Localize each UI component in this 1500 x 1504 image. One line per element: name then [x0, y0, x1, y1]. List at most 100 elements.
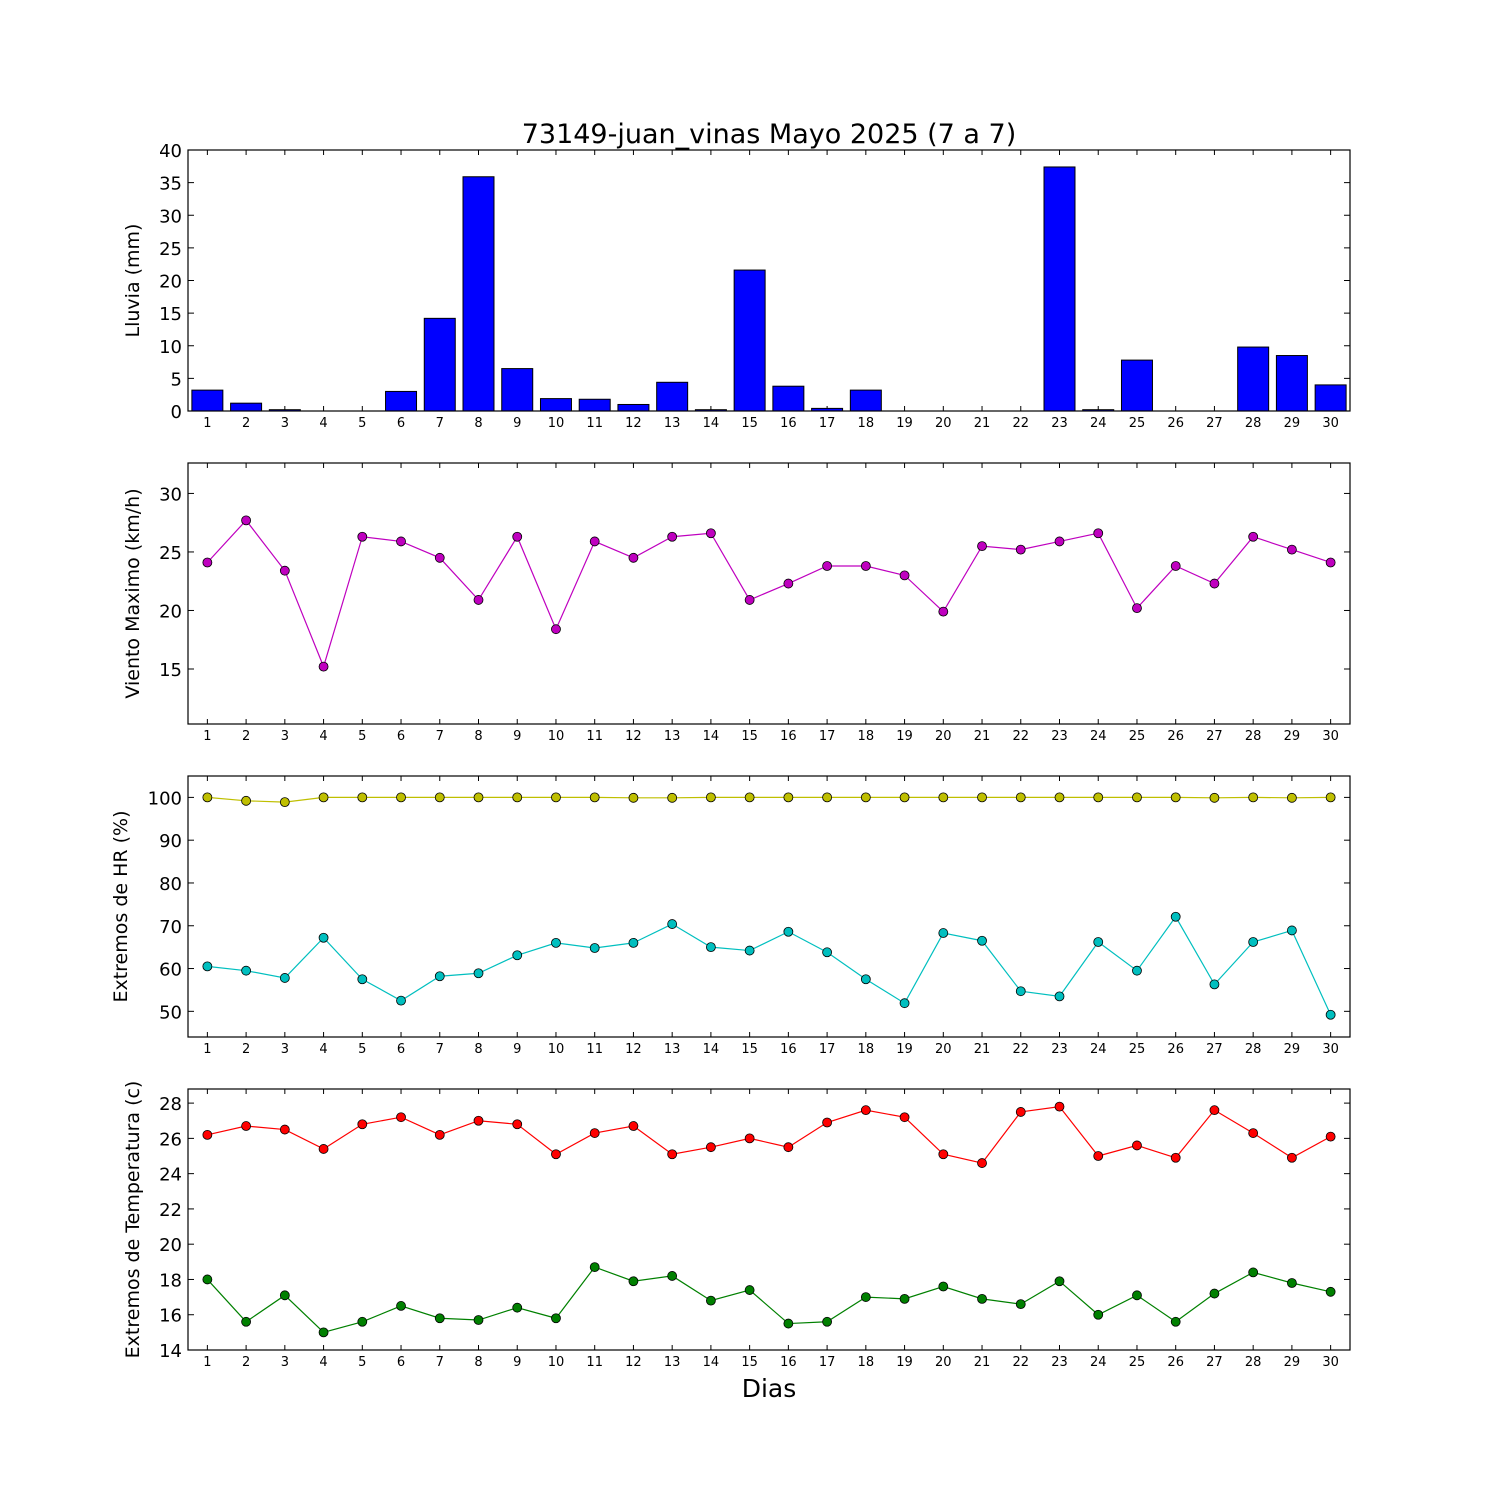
- point-series2-day-25: [1132, 1290, 1142, 1301]
- bar-day-1: [191, 389, 224, 412]
- point-series1-day-14: [706, 792, 716, 803]
- x-tick-label: 28: [1245, 1355, 1262, 1370]
- x-tick-label: 11: [586, 1355, 603, 1370]
- point-series2-day-7: [434, 971, 445, 982]
- y-tick-label: 20: [159, 272, 182, 293]
- point-series1-day-30: [1325, 1131, 1336, 1142]
- point-series2-day-2: [241, 1316, 252, 1327]
- point-series1-day-26: [1170, 792, 1181, 803]
- point-series2-day-22: [1015, 1299, 1026, 1310]
- point-series1-day-11: [589, 536, 600, 547]
- x-tick-label: 13: [664, 1042, 681, 1057]
- plot-frame: [187, 1088, 1351, 1351]
- point-series1-day-4: [318, 661, 329, 672]
- x-tick-label: 10: [548, 416, 565, 431]
- point-series1-day-28: [1248, 792, 1259, 803]
- point-series2-day-16: [783, 1318, 794, 1329]
- point-series1-day-22: [1015, 1107, 1026, 1117]
- point-series2-day-8: [473, 968, 484, 979]
- point-series2-day-3: [279, 1290, 290, 1301]
- x-tick-label: 20: [935, 729, 952, 744]
- point-series1-day-18: [860, 1105, 871, 1116]
- point-series2-day-17: [822, 947, 832, 958]
- point-series1-day-15: [744, 595, 755, 605]
- x-tick-label: 15: [741, 416, 758, 431]
- x-tick-label: 22: [1012, 1355, 1029, 1370]
- bar-day-7: [423, 317, 456, 412]
- x-tick-label: 4: [319, 729, 327, 744]
- point-series2-day-22: [1015, 986, 1026, 997]
- point-series1-day-16: [783, 578, 794, 589]
- x-tick-label: 1: [203, 1355, 211, 1370]
- x-tick-label: 10: [548, 1042, 565, 1057]
- x-tick-label: 24: [1090, 1042, 1107, 1057]
- y-axis-label: Viento Maximo (km/h): [122, 488, 144, 698]
- x-tick-label: 6: [397, 1042, 405, 1057]
- bar-day-9: [501, 368, 534, 412]
- bar-day-23: [1043, 166, 1076, 412]
- x-tick-label: 17: [819, 1355, 836, 1370]
- y-tick-label: 30: [159, 484, 182, 505]
- point-series1-day-27: [1209, 792, 1220, 803]
- point-series2-day-10: [551, 1313, 561, 1324]
- point-series2-day-25: [1132, 965, 1142, 976]
- point-series1-day-26: [1170, 561, 1181, 571]
- x-tick-label: 30: [1322, 1355, 1339, 1370]
- point-series1-day-22: [1015, 792, 1026, 803]
- point-series2-day-13: [667, 1271, 678, 1281]
- x-tick-label: 23: [1051, 1355, 1068, 1370]
- point-series1-day-6: [396, 1112, 406, 1123]
- point-series2-day-12: [628, 937, 639, 948]
- point-series2-day-26: [1170, 911, 1181, 922]
- x-tick-label: 8: [474, 416, 482, 431]
- point-series1-day-4: [318, 1144, 329, 1154]
- point-series1-day-20: [938, 1149, 949, 1160]
- x-tick-label: 25: [1129, 729, 1146, 744]
- point-series1-day-1: [202, 1129, 213, 1140]
- x-tick-label: 29: [1284, 416, 1301, 431]
- point-series2-day-30: [1325, 1286, 1336, 1297]
- point-series1-day-1: [202, 792, 213, 803]
- x-tick-label: 14: [703, 416, 720, 431]
- point-series2-day-24: [1093, 1309, 1104, 1320]
- bar-day-8: [462, 176, 495, 412]
- y-tick-label: 35: [159, 174, 182, 195]
- plot-frame: [187, 462, 1351, 725]
- y-tick-label: 25: [159, 543, 182, 564]
- x-tick-label: 16: [780, 1042, 797, 1057]
- x-tick-label: 11: [586, 416, 603, 431]
- x-tick-label: 19: [896, 1042, 913, 1057]
- x-tick-label: 14: [703, 1042, 720, 1057]
- x-tick-label: 6: [397, 416, 405, 431]
- y-tick-label: 90: [159, 831, 182, 852]
- x-tick-label: 2: [242, 1355, 250, 1370]
- point-series1-day-30: [1325, 557, 1336, 568]
- x-tick-label: 18: [858, 416, 875, 431]
- point-series2-day-9: [512, 1302, 523, 1313]
- x-tick-label: 4: [319, 1355, 327, 1370]
- x-tick-label: 15: [741, 1355, 758, 1370]
- point-series2-day-1: [202, 1274, 213, 1285]
- point-series1-day-29: [1287, 792, 1297, 803]
- x-tick-label: 14: [703, 729, 720, 744]
- y-tick-label: 80: [159, 874, 182, 895]
- x-tick-label: 13: [664, 729, 681, 744]
- series-line-1: [206, 519, 1331, 669]
- x-tick-label: 28: [1245, 1042, 1262, 1057]
- point-series1-day-28: [1248, 1128, 1259, 1138]
- point-series2-day-28: [1248, 1267, 1259, 1278]
- point-series1-day-13: [667, 1149, 678, 1160]
- x-tick-label: 3: [281, 416, 289, 431]
- point-series2-day-3: [279, 973, 290, 983]
- y-tick-label: 10: [159, 337, 182, 358]
- x-tick-label: 3: [281, 1355, 289, 1370]
- x-tick-label: 30: [1322, 1042, 1339, 1057]
- point-series2-day-5: [357, 974, 368, 985]
- point-series1-day-4: [318, 792, 329, 803]
- y-tick-label: 30: [159, 206, 182, 227]
- bar-day-12: [617, 403, 650, 412]
- point-series1-day-2: [241, 1121, 252, 1131]
- y-axis-label: Lluvia (mm): [122, 224, 144, 338]
